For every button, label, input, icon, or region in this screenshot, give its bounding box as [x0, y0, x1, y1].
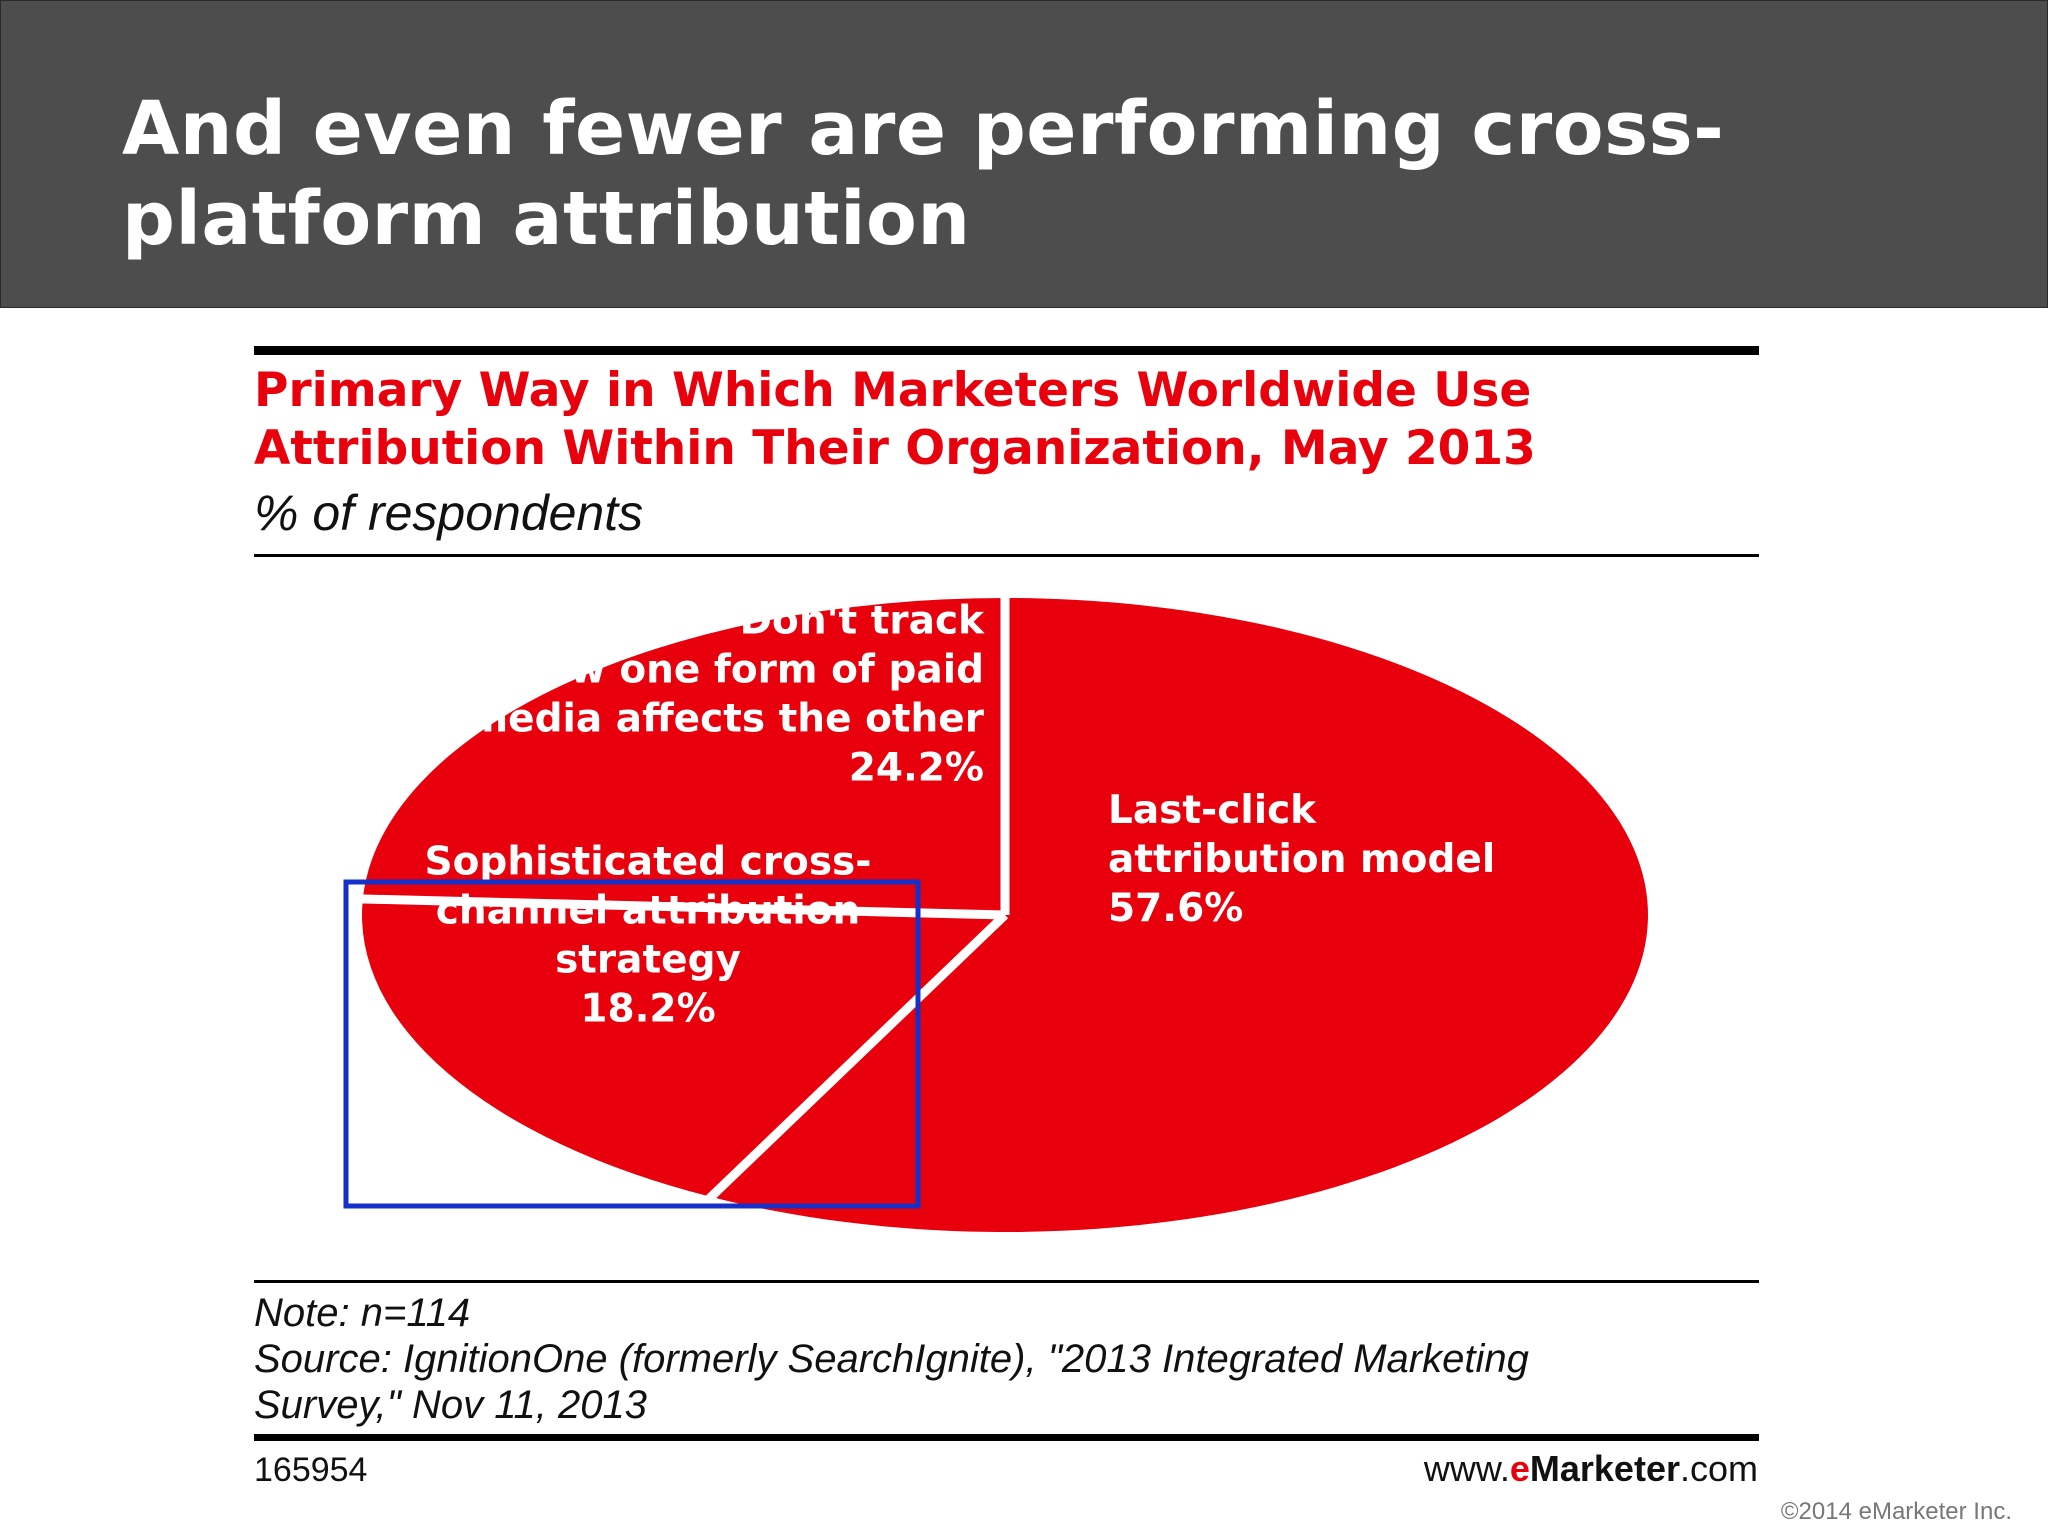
pie-slice-1	[361, 899, 1005, 1197]
pie-slice-2	[362, 598, 1005, 915]
slide-header	[0, 0, 2048, 308]
chart-source-line-2: Survey," Nov 11, 2013	[254, 1383, 647, 1427]
slice-label-line: strategy	[555, 938, 741, 983]
chart-footer-rule	[254, 1434, 1759, 1441]
chart-top-rule	[254, 346, 1759, 355]
slice-divider-2	[358, 894, 1006, 920]
brand-e: e	[1509, 1448, 1530, 1489]
brand-marketer: Marketer	[1529, 1448, 1680, 1489]
pie-slice-0	[709, 598, 1648, 1232]
chart-subtitle-rule	[254, 554, 1759, 557]
brand-www: www.	[1423, 1448, 1510, 1489]
slice-label-line: channel attribution	[436, 889, 861, 934]
chart-note: Note: n=114	[254, 1291, 471, 1335]
brand-com: .com	[1679, 1448, 1758, 1489]
chart-id: 165954	[254, 1451, 368, 1489]
slice-label-line: how one form of paid	[515, 648, 984, 693]
slice-label-line: Sophisticated cross-	[425, 840, 872, 885]
slide-title: And even fewer are performing cross-plat…	[122, 86, 1725, 262]
slice-divider-1	[704, 911, 1009, 1204]
slice-label-1: Sophisticated cross-channel attributions…	[425, 840, 872, 1032]
emarketer-url[interactable]: www.eMarketer.com	[1424, 1448, 1758, 1490]
slice-value-label: 18.2%	[580, 987, 715, 1032]
slice-value-label: 57.6%	[1108, 886, 1243, 931]
chart-bottom-rule	[254, 1280, 1759, 1283]
slice-value-label: 24.2%	[849, 746, 984, 791]
slice-label-line: attribution model	[1108, 837, 1495, 882]
slice-label-line: Don't track	[740, 599, 985, 644]
slice-label-line: Last-click	[1108, 788, 1317, 833]
chart-subtitle: % of respondents	[254, 485, 644, 541]
highlight-box	[343, 879, 921, 1209]
copyright: ©2014 eMarketer Inc.	[1780, 1498, 2012, 1525]
chart-title: Primary Way in Which Marketers Worldwide…	[254, 363, 1536, 476]
chart-source-line-1: Source: IgnitionOne (formerly SearchIgni…	[254, 1337, 1529, 1381]
slice-label-line: media affects the other	[467, 697, 984, 742]
